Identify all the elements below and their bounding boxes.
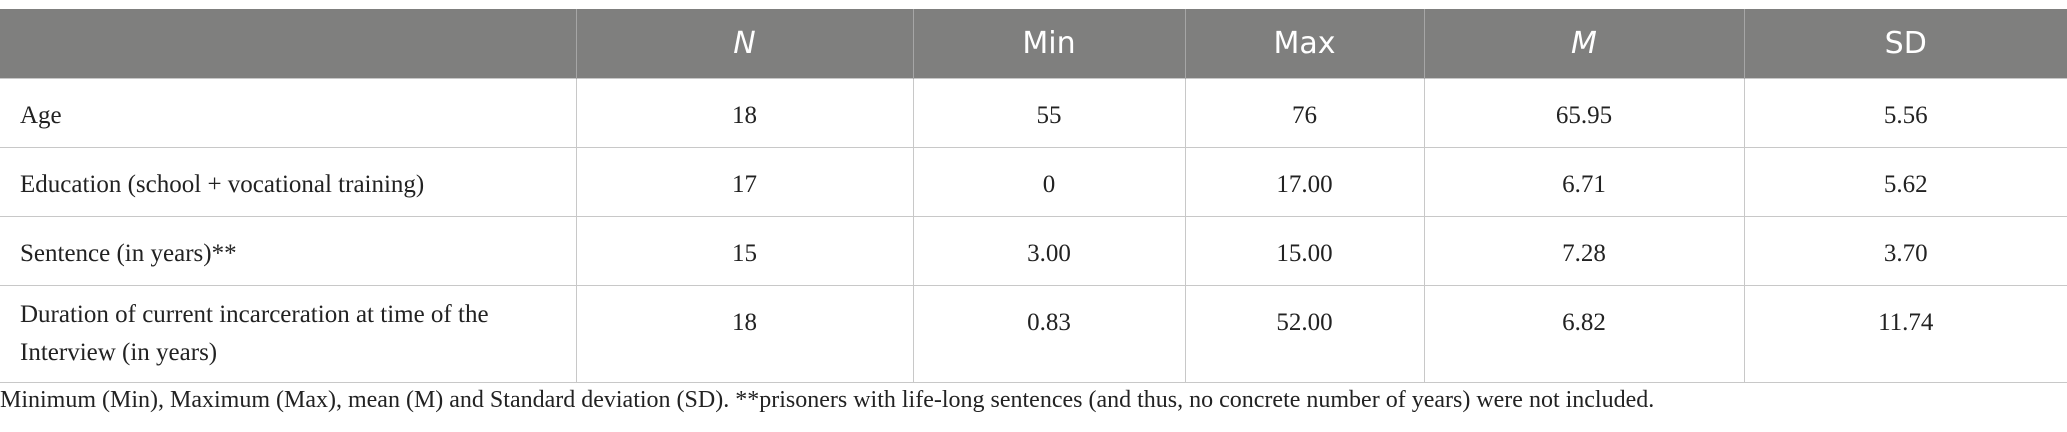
table-row: Age 18 55 76 65.95 5.56 [0,78,2067,148]
cell: 17.00 [1184,147,1425,217]
cell: 3.70 [1743,216,2067,286]
header-cell: N [575,9,913,79]
header-cell [0,9,576,79]
cell: 7.28 [1423,216,1745,286]
cell: 3.00 [912,216,1186,286]
row-label: Duration of current incarceration at tim… [0,285,577,383]
cell: 11.74 [1743,285,2067,383]
cell: 15.00 [1184,216,1425,286]
cell: 6.82 [1423,285,1745,383]
cell: 0 [912,147,1186,217]
row-label: Age [0,78,577,148]
footnote: Minimum (Min), Maximum (Max), mean (M) a… [0,387,1655,413]
row-label: Sentence (in years)** [0,216,577,286]
table-row: Education (school + vocational training)… [0,147,2067,217]
cell: 15 [575,216,914,286]
data-table: N Min Max M SD Age 18 55 76 65.95 5.56 Educati… [0,9,2067,383]
cell: 55 [912,78,1186,148]
cell: 18 [575,285,914,383]
header-cell: M [1423,9,1744,79]
row-label: Education (school + vocational training) [0,147,577,217]
cell: 5.56 [1743,78,2067,148]
header-cell: Max [1184,9,1424,79]
header-cell: SD [1743,9,2067,79]
header-cell: Min [912,9,1185,79]
table-body: Age 18 55 76 65.95 5.56 Education (school + vo… [0,78,2067,383]
header-row: N Min Max M SD [0,9,2067,79]
cell: 18 [575,78,914,148]
table-row: Duration of current incarceration at tim… [0,285,2067,383]
table-row: Sentence (in years)** 15 3.00 15.00 7.28 3.70 [0,216,2067,286]
cell: 5.62 [1743,147,2067,217]
cell: 52.00 [1184,285,1425,383]
cell: 17 [575,147,914,217]
cell: 6.71 [1423,147,1745,217]
cell: 65.95 [1423,78,1745,148]
cell: 0.83 [912,285,1186,383]
cell: 76 [1184,78,1425,148]
